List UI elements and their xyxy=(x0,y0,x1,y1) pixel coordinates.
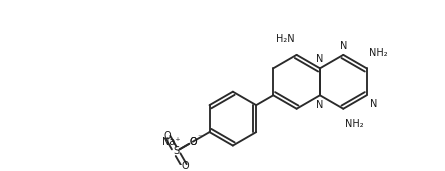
Text: H₂N: H₂N xyxy=(276,34,295,44)
Text: ⁻: ⁻ xyxy=(198,132,202,141)
Text: Na⁺: Na⁺ xyxy=(162,137,181,147)
Text: NH₂: NH₂ xyxy=(345,119,364,129)
Text: N: N xyxy=(316,54,324,64)
Text: NH₂: NH₂ xyxy=(368,48,387,58)
Text: O: O xyxy=(181,161,189,171)
Text: N: N xyxy=(369,99,377,109)
Text: O: O xyxy=(189,137,197,147)
Text: O: O xyxy=(164,131,171,141)
Text: O: O xyxy=(189,137,197,147)
Text: N: N xyxy=(316,100,324,110)
Text: N: N xyxy=(340,41,347,51)
Text: S: S xyxy=(173,146,179,156)
